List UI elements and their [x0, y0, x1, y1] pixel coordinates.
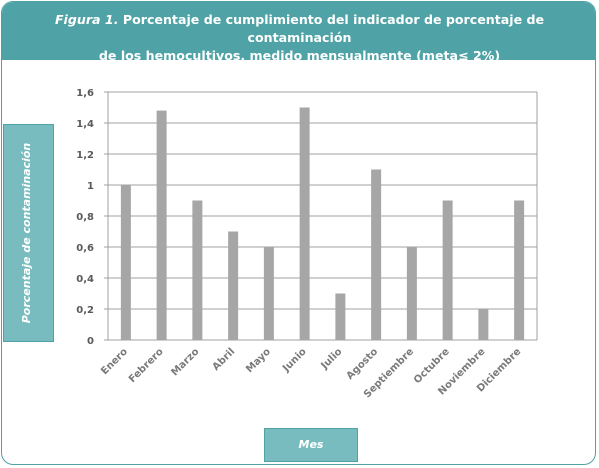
bar	[406, 247, 417, 340]
title-line-1-text: Porcentaje de cumplimiento del indicador…	[118, 12, 545, 45]
y-tick-label: 0,6	[76, 243, 94, 254]
bar	[335, 293, 346, 340]
bar	[120, 185, 131, 340]
bar	[263, 247, 274, 340]
x-tick-label: Abril	[211, 346, 238, 373]
bar	[156, 110, 167, 340]
bar	[478, 309, 489, 340]
x-tick-label: Marzo	[169, 346, 201, 378]
x-tick-label: Mayo	[244, 346, 273, 375]
y-tick-label: 1,6	[76, 88, 94, 99]
x-tick-label: Febrero	[127, 346, 166, 385]
y-tick-label: 1,2	[76, 150, 94, 161]
y-tick-label: 1,4	[76, 119, 94, 130]
y-tick-label: 0,2	[76, 305, 94, 316]
y-tick-label: 1	[87, 181, 94, 192]
y-tick-label: 0,8	[76, 212, 94, 223]
bar	[192, 200, 203, 340]
x-tick-label: Enero	[99, 346, 130, 377]
x-tick-label: Agosto	[345, 346, 381, 382]
figure-title: Figura 1. Porcentaje de cumplimiento del…	[2, 2, 595, 63]
bar	[514, 200, 525, 340]
title-line-2: de los hemocultivos, medido mensualmente…	[98, 48, 501, 63]
bar	[228, 231, 239, 340]
bar	[371, 169, 382, 340]
y-axis-label-box	[3, 124, 54, 342]
x-axis-label: Mes	[264, 428, 358, 462]
title-line-1: Figura 1. Porcentaje de cumplimiento del…	[2, 11, 595, 47]
x-tick-label: Junio	[280, 346, 309, 375]
figure-label: Figura 1.	[54, 12, 119, 27]
x-tick-label: Julio	[319, 346, 345, 372]
bar	[299, 107, 310, 340]
bar	[442, 200, 453, 340]
y-tick-label: 0,4	[76, 274, 94, 285]
y-tick-label: 0	[87, 336, 94, 347]
